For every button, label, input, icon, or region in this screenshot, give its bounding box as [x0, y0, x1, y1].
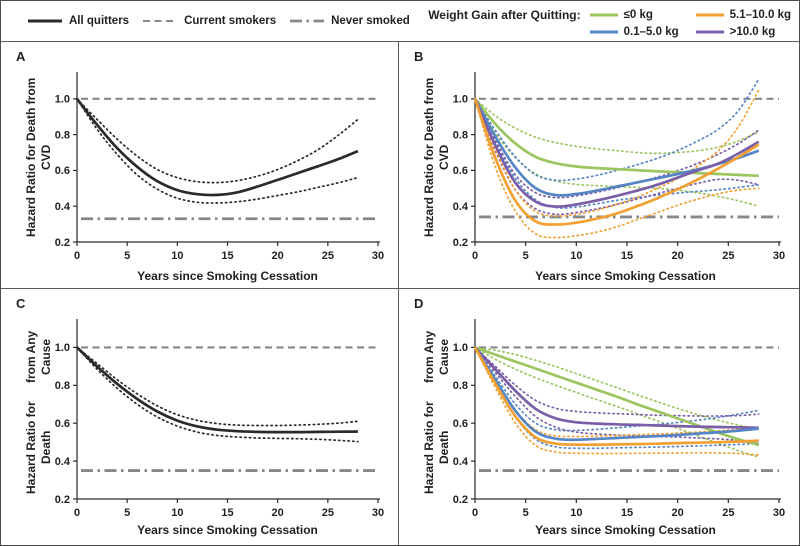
svg-text:25: 25: [722, 250, 734, 262]
current-smokers-line-icon: [143, 19, 178, 23]
svg-text:15: 15: [621, 507, 633, 519]
gt10kg-line-icon: [695, 30, 724, 33]
legend-label: Never smoked: [331, 15, 410, 27]
panel-a-ylabel: Hazard Ratio for Death from CVD: [24, 77, 53, 237]
panel-grid: 0.2 0.4 0.6 0.8 1.0 0 5 10 15 20 25 30 A Hazard Rat…: [1, 42, 799, 545]
panel-c-letter: C: [16, 296, 26, 311]
svg-text:0.4: 0.4: [453, 201, 469, 213]
weight-gain-legend-title: Weight Gain after Quitting:: [428, 7, 581, 22]
svg-text:10: 10: [570, 250, 582, 262]
svg-text:20: 20: [272, 507, 284, 519]
legend-item-gt10kg: >10.0 kg: [695, 24, 791, 40]
panel-b-ylabel: Hazard Ratio for Death from CVD: [422, 77, 451, 237]
panel-d-xlabel: Years since Smoking Cessation: [535, 523, 716, 537]
legend-item-5-1-10kg: 5.1–10.0 kg: [695, 7, 791, 23]
panel-c-plot: 0.2 0.4 0.6 0.8 1.0 0 5 10 15 20 25 30: [55, 319, 384, 519]
svg-text:5: 5: [124, 250, 130, 262]
panel-a-xlabel: Years since Smoking Cessation: [137, 269, 318, 283]
panel-a: 0.2 0.4 0.6 0.8 1.0 0 5 10 15 20 25 30 A Hazard Rat…: [1, 42, 398, 288]
panel-a-plot: 0.2 0.4 0.6 0.8 1.0 0 5 10 15 20 25 30: [55, 72, 384, 262]
panel-c-xlabel: Years since Smoking Cessation: [137, 523, 318, 537]
svg-text:0: 0: [472, 250, 478, 262]
svg-text:10: 10: [570, 507, 582, 519]
svg-text:10: 10: [171, 250, 183, 262]
svg-text:30: 30: [773, 507, 785, 519]
svg-text:5: 5: [124, 507, 130, 519]
legend-item-all-quitters: All quitters: [27, 15, 129, 27]
legend-line-styles: All quitters Current smokers Never smoke…: [27, 15, 410, 27]
legend-item-le0kg: ≤0 kg: [589, 7, 679, 23]
all-quitters-line-icon: [28, 19, 62, 23]
svg-text:0.2: 0.2: [453, 494, 468, 506]
svg-text:0.8: 0.8: [55, 129, 70, 141]
legend-item-0-1-5kg: 0.1–5.0 kg: [589, 24, 679, 40]
svg-text:0.2: 0.2: [55, 237, 70, 249]
never-smoked-line-icon: [290, 19, 325, 23]
svg-text:0: 0: [74, 250, 80, 262]
legend-label: >10.0 kg: [729, 25, 776, 38]
svg-text:15: 15: [621, 250, 633, 262]
svg-text:0: 0: [472, 507, 478, 519]
panel-d-ylabel: Hazard Ratio for Death from Any Cause: [422, 330, 451, 495]
panel-c-ylabel: Hazard Ratio for Death from Any Cause: [24, 330, 53, 495]
svg-text:0.8: 0.8: [55, 380, 70, 392]
figure-legend: All quitters Current smokers Never smoke…: [1, 1, 799, 42]
legend-item-never-smoked: Never smoked: [289, 15, 410, 27]
svg-text:15: 15: [221, 250, 233, 262]
weight-gain-legend-items: ≤0 kg 0.1–5.0 kg 5.1–10.0 kg >10.0 kg: [589, 7, 791, 40]
svg-text:25: 25: [722, 507, 734, 519]
svg-text:1.0: 1.0: [55, 94, 70, 106]
svg-text:0.2: 0.2: [453, 237, 468, 249]
svg-text:1.0: 1.0: [55, 342, 70, 354]
svg-text:5: 5: [523, 250, 529, 262]
svg-text:15: 15: [221, 507, 233, 519]
svg-text:0.6: 0.6: [453, 418, 468, 430]
svg-text:0.6: 0.6: [55, 418, 70, 430]
svg-text:20: 20: [272, 250, 284, 262]
panel-a-letter: A: [16, 49, 26, 64]
panel-d: 0.2 0.4 0.6 0.8 1.0 0 5 10 15 20 25 30 D Hazard Rat…: [398, 288, 799, 545]
legend-label: 5.1–10.0 kg: [729, 8, 791, 21]
svg-text:0.6: 0.6: [55, 165, 70, 177]
svg-text:30: 30: [372, 507, 384, 519]
svg-text:25: 25: [322, 507, 334, 519]
legend-label: Current smokers: [184, 15, 277, 27]
legend-label: ≤0 kg: [623, 8, 653, 21]
le0kg-line-icon: [589, 13, 618, 16]
legend-label: All quitters: [69, 15, 130, 27]
panel-b-plot: 0.2 0.4 0.6 0.8 1.0 0 5 10 15 20 25 30: [453, 72, 785, 262]
svg-text:1.0: 1.0: [453, 94, 468, 106]
svg-text:0.2: 0.2: [55, 494, 70, 506]
panel-b-xlabel: Years since Smoking Cessation: [535, 269, 716, 283]
svg-text:0.4: 0.4: [55, 201, 71, 213]
svg-text:20: 20: [672, 507, 684, 519]
svg-text:25: 25: [322, 250, 334, 262]
panel-d-plot: 0.2 0.4 0.6 0.8 1.0 0 5 10 15 20 25 30: [453, 319, 785, 519]
legend-item-current-smokers: Current smokers: [142, 15, 276, 27]
panel-b: 0.2 0.4 0.6 0.8 1.0 0 5 10 15 20 25 30 B Hazard Rat…: [398, 42, 799, 288]
svg-text:30: 30: [773, 250, 785, 262]
svg-text:0.8: 0.8: [453, 129, 468, 141]
legend-label: 0.1–5.0 kg: [623, 25, 679, 38]
svg-text:1.0: 1.0: [453, 342, 468, 354]
svg-text:30: 30: [372, 250, 384, 262]
0-1-5kg-line-icon: [589, 30, 618, 33]
svg-text:0.8: 0.8: [453, 380, 468, 392]
svg-text:0.4: 0.4: [453, 456, 469, 468]
svg-text:5: 5: [523, 507, 529, 519]
legend-weight-gain: Weight Gain after Quitting: ≤0 kg 0.1–5.…: [428, 3, 791, 40]
svg-text:0.6: 0.6: [453, 165, 468, 177]
svg-text:0: 0: [74, 507, 80, 519]
panel-c: 0.2 0.4 0.6 0.8 1.0 0 5 10 15 20 25 30 C Hazard Rat…: [1, 288, 398, 545]
svg-text:10: 10: [171, 507, 183, 519]
svg-text:20: 20: [672, 250, 684, 262]
svg-text:0.4: 0.4: [55, 456, 71, 468]
panel-d-letter: D: [414, 296, 424, 311]
panel-b-letter: B: [414, 49, 424, 64]
5-1-10kg-line-icon: [695, 13, 724, 16]
